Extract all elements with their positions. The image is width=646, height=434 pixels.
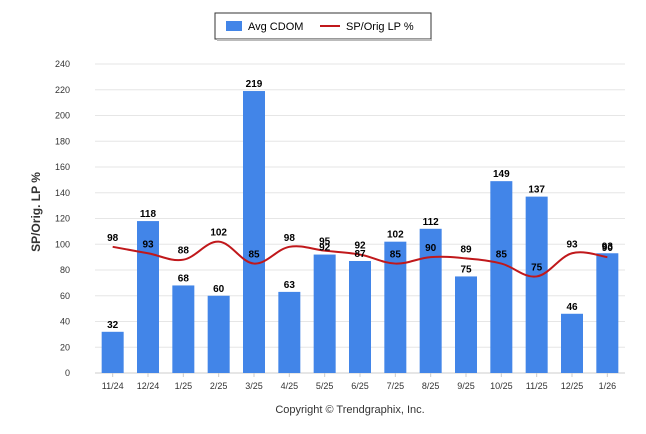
y-tick-label: 200: [55, 111, 70, 121]
y-tick-label: 20: [60, 342, 70, 352]
bar-value-label: 60: [213, 284, 225, 295]
bar-value-label: 87: [354, 249, 366, 260]
y-tick-label: 0: [65, 368, 70, 378]
bar-value-label: 102: [387, 230, 404, 241]
bar: [278, 291, 301, 373]
x-tick-label: 12/25: [561, 381, 584, 391]
line-value-label: 89: [460, 244, 472, 255]
bar: [101, 331, 124, 373]
line-value-label: 92: [354, 241, 366, 252]
y-tick-label: 80: [60, 265, 70, 275]
bar-value-label: 118: [140, 209, 157, 220]
x-tick-label: 5/25: [316, 381, 334, 391]
y-tick-label: 120: [55, 214, 70, 224]
bar: [349, 260, 371, 373]
bar-value-label: 68: [178, 273, 190, 284]
bar-value-label: 92: [319, 243, 331, 254]
line-value-label: 75: [531, 262, 543, 273]
bar-value-label: 63: [284, 280, 296, 291]
x-tick-label: 2/25: [210, 381, 228, 391]
bar: [419, 228, 442, 373]
legend: Avg CDOM SP/Orig LP %: [214, 12, 432, 41]
bar: [313, 254, 336, 373]
bar: [525, 196, 548, 373]
line-value-label: 88: [178, 246, 190, 257]
bar-value-label: 219: [246, 79, 263, 90]
x-tick-label: 11/24: [102, 381, 124, 391]
bar: [243, 91, 265, 373]
x-tick-label: 7/25: [387, 381, 405, 391]
bar: [455, 276, 477, 373]
legend-line-label: SP/Orig LP %: [346, 21, 414, 33]
line-value-label: 85: [390, 250, 402, 261]
y-tick-label: 220: [55, 85, 70, 95]
bar: [490, 181, 513, 373]
bar: [561, 313, 583, 373]
bar: [137, 221, 159, 373]
y-tick-label: 140: [55, 188, 70, 198]
y-tick-label: 60: [60, 291, 70, 301]
bar: [172, 285, 195, 373]
copyright-text: Copyright © Trendgraphix, Inc.: [275, 404, 424, 416]
y-tick-label: 160: [55, 162, 70, 172]
line-value-label: 98: [284, 233, 296, 244]
x-tick-label: 10/25: [490, 381, 513, 391]
y-axis-ticks: 0 20 40 60 80 100 120 140 160 180 200 220 240: [55, 59, 70, 378]
line-value-label: 85: [248, 250, 260, 261]
line-value-label: 85: [496, 250, 508, 261]
legend-bar-label: Avg CDOM: [248, 21, 303, 33]
line-value-label: 90: [602, 243, 614, 254]
y-tick-label: 180: [55, 136, 70, 146]
line-series: [112, 240, 608, 278]
x-tick-label: 3/25: [245, 381, 263, 391]
bar-value-label: 75: [460, 264, 472, 275]
bar-value-label: 93: [602, 241, 614, 252]
x-axis-ticks: 11/24 12/24 1/25 2/25 3/25 4/25 5/25 6/25 7/25 8/…: [102, 381, 616, 391]
line-value-label: 90: [425, 243, 437, 254]
line-value-label: 95: [319, 237, 331, 248]
bar-value-label: 137: [528, 185, 545, 196]
legend-bar-swatch: [226, 21, 242, 31]
x-tick-label: 9/25: [457, 381, 475, 391]
bar-value-label: 46: [566, 302, 578, 313]
x-tick-label: 6/25: [351, 381, 369, 391]
x-tick-label: 1/25: [175, 381, 193, 391]
bar: [384, 241, 407, 373]
x-tick-label: 11/25: [526, 381, 548, 391]
y-axis-label: SP/Orig. LP %: [29, 172, 43, 252]
x-tick-label: 12/24: [137, 381, 160, 391]
bar-value-label: 149: [493, 169, 510, 180]
line-value-label: 98: [107, 233, 119, 244]
line-value-label: 93: [566, 239, 578, 250]
y-tick-label: 40: [60, 317, 70, 327]
x-tick-label: 4/25: [281, 381, 299, 391]
bar-value-label: 32: [107, 320, 119, 331]
bar: [207, 295, 230, 373]
y-tick-label: 240: [55, 59, 70, 69]
x-tick-label: 8/25: [422, 381, 440, 391]
bar-value-label: 112: [423, 217, 440, 228]
line-path: [112, 240, 608, 278]
line-value-label: 93: [142, 239, 154, 250]
y-tick-label: 100: [55, 239, 70, 249]
bar: [596, 253, 619, 373]
x-tick-label: 1/26: [599, 381, 617, 391]
line-value-label: 102: [210, 228, 227, 239]
bars: [101, 91, 619, 373]
